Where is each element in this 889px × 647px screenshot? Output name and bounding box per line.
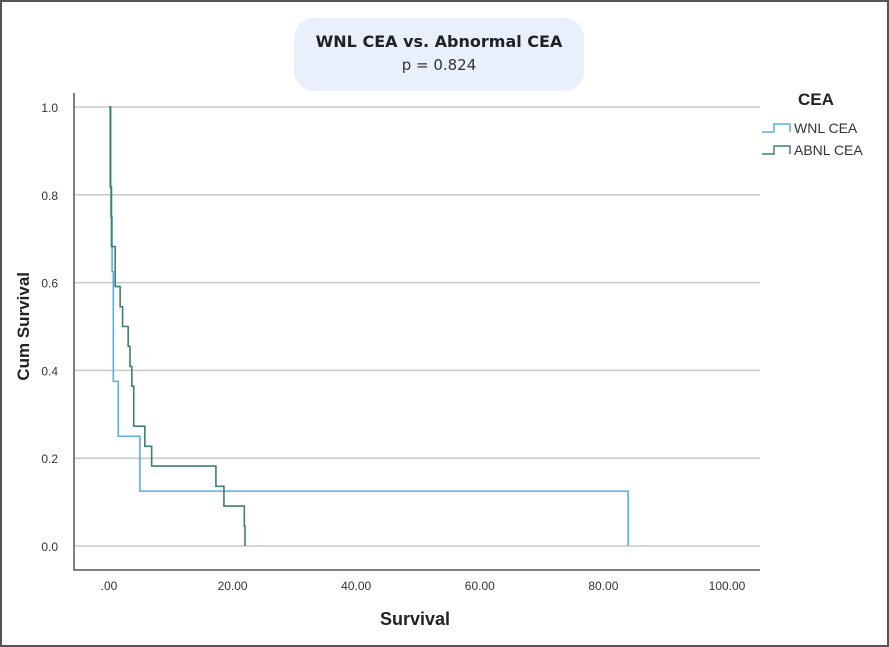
y-tick-label: 0.4 <box>41 364 58 378</box>
chart-title: WNL CEA vs. Abnormal CEA <box>315 32 563 51</box>
x-axis-label: Survival <box>380 609 451 629</box>
legend-title: CEA <box>798 90 834 109</box>
legend-item-abnl: ABNL CEA <box>762 142 863 158</box>
y-axis-label: Cum Survival <box>14 272 33 381</box>
x-tick-label: 40.00 <box>341 579 371 593</box>
y-tick-label: 0.6 <box>41 277 58 291</box>
legend-label-wnl: WNL CEA <box>794 120 858 136</box>
axes <box>73 93 760 571</box>
x-tick-label: 60.00 <box>465 579 495 593</box>
y-tick-label: 0.2 <box>41 452 58 466</box>
survival-curve-abnl <box>109 106 246 546</box>
x-tick-label: .00 <box>101 579 118 593</box>
x-tick-label: 20.00 <box>218 579 248 593</box>
y-tick-label: 1.0 <box>41 101 58 115</box>
legend-swatch-abnl <box>762 145 791 155</box>
x-tick-label: 100.00 <box>709 579 746 593</box>
y-tick-label: 0.8 <box>41 189 58 203</box>
legend-label-abnl: ABNL CEA <box>794 142 863 158</box>
legend-item-wnl: WNL CEA <box>762 120 857 136</box>
survival-curve-wnl <box>109 106 629 546</box>
legend-swatch-wnl <box>762 123 791 133</box>
y-tick-label: 0.0 <box>41 540 58 554</box>
x-tick-label: 80.00 <box>588 579 618 593</box>
title-box: WNL CEA vs. Abnormal CEA p = 0.824 <box>294 18 584 91</box>
chart-subtitle: p = 0.824 <box>401 56 477 74</box>
